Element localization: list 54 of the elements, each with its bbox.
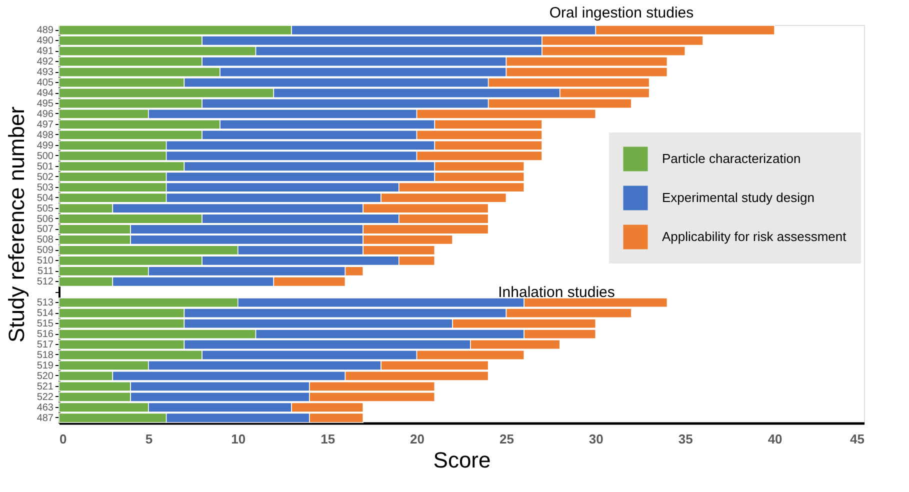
y-tick-label: 521 [36, 381, 54, 392]
y-tick-label: 503 [36, 182, 54, 194]
annotation: Inhalation studies [498, 284, 615, 302]
x-tick-label: 30 [588, 432, 604, 446]
y-tick-label: 500 [36, 150, 54, 162]
y-tick-label: 405 [36, 78, 54, 89]
y-tick-label: 497 [36, 119, 54, 130]
y-tick-label: 522 [36, 392, 54, 403]
y-axis-title: Study reference number [4, 106, 29, 343]
x-tick-label: 5 [145, 432, 153, 446]
y-tick-label: 506 [36, 214, 54, 225]
y-tick-label: 505 [36, 203, 54, 214]
y-tick-label: 515 [36, 318, 54, 330]
y-tick-label: 516 [36, 329, 54, 340]
y-tick-label: 493 [36, 67, 54, 78]
y-tick-label: 501 [36, 161, 54, 172]
y-tick-label: 512 [36, 276, 54, 288]
x-tick-label: 10 [231, 432, 246, 446]
y-tick-label: 487 [36, 412, 54, 424]
y-tick-label: 517 [36, 340, 54, 351]
x-axis-title: Score [433, 448, 491, 472]
legend-label: Particle characterization [662, 150, 801, 166]
y-tick-label: 492 [36, 56, 54, 68]
x-tick-label: 45 [850, 432, 864, 446]
y-tick-label: 509 [36, 245, 54, 256]
y-tick-label: 499 [36, 140, 54, 152]
y-tick-label: 511 [38, 266, 54, 278]
x-tick-label: 15 [320, 432, 336, 446]
x-tick-label: 0 [60, 432, 67, 446]
y-tick-label: 489 [36, 25, 54, 36]
y-tick-label: 514 [36, 308, 54, 320]
y-tick-label: 520 [36, 370, 54, 382]
y-tick-label: 502 [36, 172, 54, 183]
y-tick-label: 519 [36, 360, 54, 372]
y-tick-label: 507 [36, 224, 54, 236]
y-tick-label: 490 [36, 36, 54, 47]
y-tick-label: 518 [36, 350, 54, 361]
x-tick-label: 25 [499, 432, 514, 446]
y-tick-label: 494 [36, 88, 54, 100]
x-tick-label: 40 [768, 432, 782, 446]
legend-label: Experimental study design [662, 190, 814, 205]
y-tick-label: 510 [36, 256, 54, 267]
y-tick-label: 513 [36, 298, 54, 309]
y-tick-label: 491 [36, 46, 54, 58]
y-tick-label: 498 [36, 130, 54, 141]
legend-label: Applicability for risk assessment [662, 228, 847, 244]
y-tick-label: 463 [36, 402, 54, 414]
y-tick-label: 495 [36, 98, 54, 110]
y-tick-label: 504 [36, 192, 54, 204]
y-tick-label: 496 [36, 108, 54, 120]
chart-title: Oral ingestion studies [549, 4, 694, 22]
x-tick-label: 35 [678, 432, 693, 446]
x-tick-label: 20 [410, 432, 425, 446]
y-tick-label: 508 [36, 234, 54, 246]
